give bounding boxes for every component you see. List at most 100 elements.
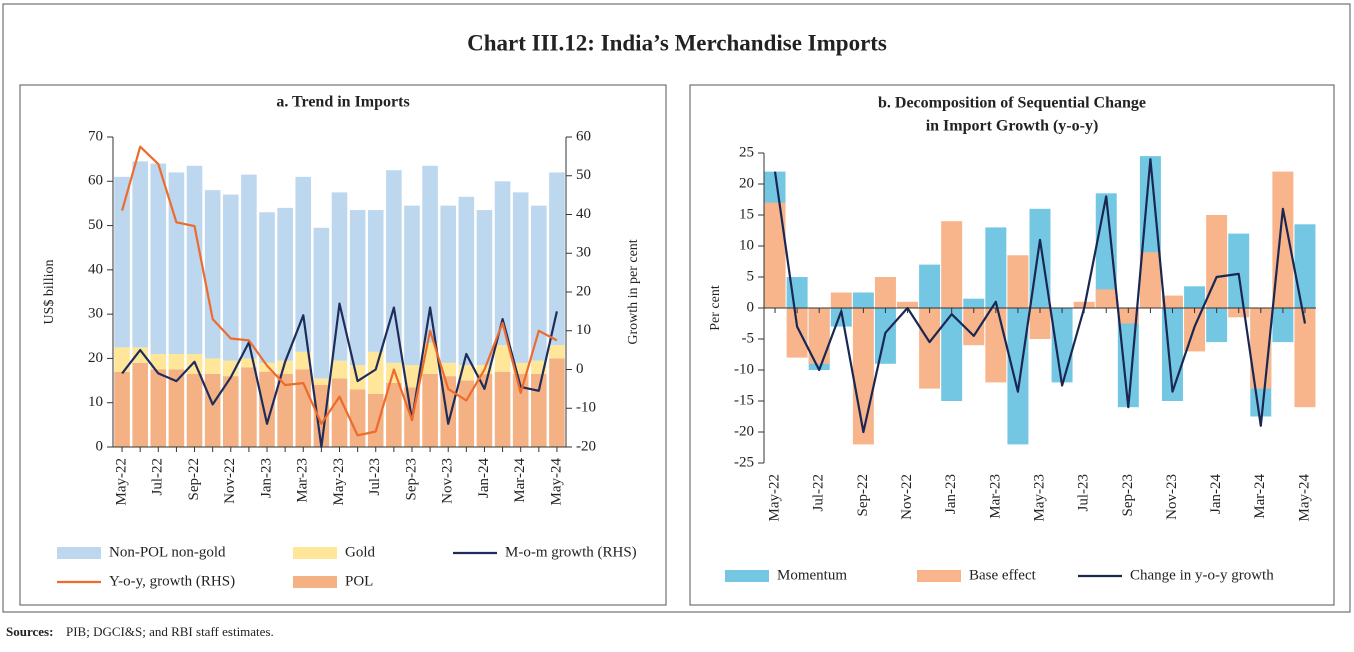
bar xyxy=(1184,286,1206,308)
panel-frame xyxy=(19,84,667,606)
bar-segment xyxy=(114,371,130,447)
x-tick-label: May-24 xyxy=(1296,474,1312,522)
bar-segment xyxy=(531,373,547,447)
bar xyxy=(830,292,852,308)
y2-tick-label: 50 xyxy=(576,167,591,183)
panel-frame xyxy=(689,84,1335,606)
bar-segment xyxy=(168,172,185,354)
y-tick-label: 60 xyxy=(88,173,103,189)
y2-tick-label: 10 xyxy=(576,322,591,338)
x-tick-label: Nov-23 xyxy=(1164,474,1180,520)
bar-segment xyxy=(367,210,384,352)
bar-segment xyxy=(114,176,130,348)
bar xyxy=(1029,308,1051,339)
bar-segment xyxy=(386,382,402,447)
x-tick-label: Mar-24 xyxy=(512,458,528,503)
outer-frame xyxy=(2,3,1351,613)
bar xyxy=(1095,289,1117,308)
bar xyxy=(919,308,941,389)
y-tick-label: -20 xyxy=(734,423,754,439)
bar-segment xyxy=(277,373,293,447)
y-tick-label: 0 xyxy=(747,299,755,315)
y-tick-label: 20 xyxy=(88,350,103,366)
bar-segment xyxy=(168,354,185,370)
bar-segment xyxy=(331,378,348,447)
bar xyxy=(852,292,874,308)
bar xyxy=(1206,308,1228,343)
legend-swatch xyxy=(917,570,961,582)
legend-label: Non-POL non-gold xyxy=(109,544,226,560)
y2-tick-label: 30 xyxy=(576,245,591,261)
bar-segment xyxy=(150,369,167,447)
legend-label: POL xyxy=(345,573,373,589)
y-tick-label: 10 xyxy=(88,394,103,410)
y-tick-label: 50 xyxy=(88,217,103,233)
bar-segment xyxy=(259,212,275,363)
bar-segment xyxy=(367,351,384,394)
y2-tick-label: -20 xyxy=(576,438,596,454)
x-tick-label: Mar-23 xyxy=(987,474,1003,519)
bar-segment xyxy=(349,389,366,447)
x-tick-label: Jul-22 xyxy=(811,474,827,512)
bar-segment xyxy=(494,345,511,372)
x-tick-label: Jul-22 xyxy=(150,458,166,496)
bar xyxy=(1051,308,1073,383)
x-tick-label: Jan-23 xyxy=(258,458,274,498)
y2-tick-label: 40 xyxy=(576,206,591,222)
bar-segment xyxy=(295,369,312,447)
bar-segment xyxy=(440,205,457,363)
bar xyxy=(985,308,1007,383)
line-series xyxy=(773,158,1307,434)
bar xyxy=(963,298,985,308)
bar xyxy=(963,308,985,346)
x-tick-label: Jan-24 xyxy=(476,458,492,498)
bar-segment xyxy=(458,196,475,366)
line-series xyxy=(121,302,558,449)
y-tick-label: -15 xyxy=(734,392,754,408)
bar-segment xyxy=(422,165,438,343)
bar xyxy=(830,308,852,327)
legend-label: Change in y-o-y growth xyxy=(1130,567,1274,583)
bar-segment xyxy=(132,161,148,348)
y2-tick-label: 0 xyxy=(576,361,584,377)
y-tick-label: 20 xyxy=(739,175,754,191)
bar xyxy=(1206,215,1228,308)
bar-segment xyxy=(259,362,275,372)
bar-segment xyxy=(549,172,565,346)
bar-segment xyxy=(204,373,221,447)
bar xyxy=(874,277,896,308)
bar-segment xyxy=(313,378,330,385)
x-tick-label: May-24 xyxy=(548,458,564,506)
bar-segment xyxy=(549,345,565,359)
chart-title: b. Decomposition of Sequential Change xyxy=(878,95,1146,112)
figure-title: Chart III.12: India’s Merchandise Import… xyxy=(467,30,887,55)
bar-segment xyxy=(241,367,257,447)
legend-swatch xyxy=(293,547,337,559)
bar-segment xyxy=(422,373,438,447)
chart-title: a. Trend in Imports xyxy=(276,94,409,111)
bar xyxy=(1294,308,1316,408)
bar-segment xyxy=(367,393,384,447)
y-tick-label: -5 xyxy=(742,330,755,346)
x-tick-label: May-22 xyxy=(113,458,129,506)
bar-segment xyxy=(114,347,130,372)
bar xyxy=(1007,308,1029,445)
legend-swatch xyxy=(725,570,769,582)
bar xyxy=(1294,224,1316,308)
y-tick-label: 25 xyxy=(739,144,754,160)
bar-segment xyxy=(241,358,257,368)
bar xyxy=(808,308,830,364)
chart-title: in Import Growth (y-o-y) xyxy=(926,118,1099,135)
legend-label: M-o-m growth (RHS) xyxy=(505,544,637,560)
x-tick-label: Jan-24 xyxy=(1208,474,1224,514)
x-tick-label: Jul-23 xyxy=(1076,474,1092,512)
y2-axis-label: Growth in per cent xyxy=(626,239,641,344)
bar-segment xyxy=(494,181,511,346)
bar-segment xyxy=(150,163,167,354)
bar xyxy=(941,221,963,308)
sources-label: Sources: xyxy=(6,624,53,639)
x-tick-label: May-23 xyxy=(331,458,347,506)
bar xyxy=(1117,308,1139,324)
bar xyxy=(1007,255,1029,308)
